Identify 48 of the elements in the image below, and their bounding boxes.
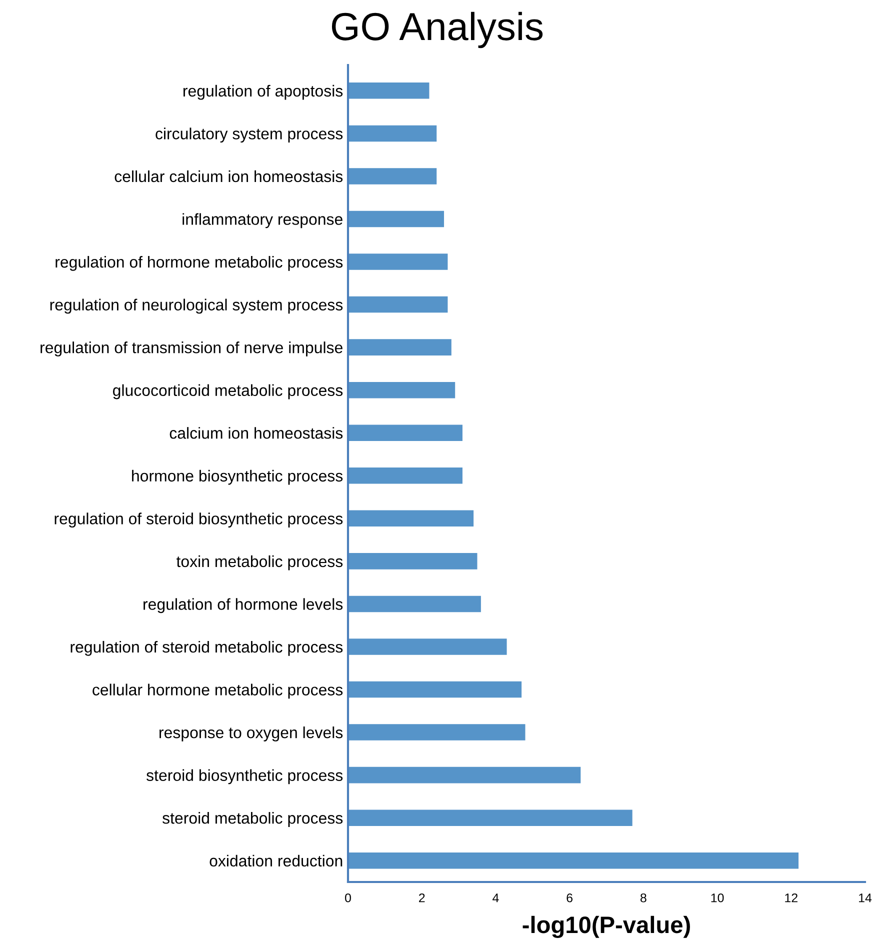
y-tick-label: regulation of hormone levels bbox=[144, 598, 343, 614]
x-tick-label: 12 bbox=[785, 893, 798, 902]
bar bbox=[348, 82, 430, 99]
bar bbox=[348, 382, 456, 398]
x-tick-label: 10 bbox=[711, 893, 724, 902]
y-tick-label: response to oxygen levels bbox=[160, 726, 343, 742]
y-tick-label: calcium ion homeostasis bbox=[170, 427, 343, 439]
bar bbox=[348, 339, 452, 356]
bar bbox=[348, 810, 632, 826]
y-tick-label: steroid biosynthetic process bbox=[146, 769, 343, 784]
bar bbox=[348, 596, 481, 612]
bar bbox=[348, 168, 437, 184]
bar bbox=[348, 510, 474, 527]
x-tick-label: 14 bbox=[859, 894, 872, 902]
y-tick-label: hormone biosynthetic process bbox=[132, 470, 343, 485]
bar bbox=[348, 766, 581, 784]
x-tick-label: 2 bbox=[419, 893, 425, 902]
bar bbox=[348, 125, 437, 142]
x-tick-label: 0 bbox=[345, 893, 351, 902]
bar bbox=[348, 724, 526, 740]
y-tick-label: toxin metabolic process bbox=[176, 555, 343, 570]
y-tick-label: regulation of apoptosis bbox=[183, 84, 343, 100]
bar bbox=[348, 254, 448, 270]
y-tick-label: regulation of transmission of nerve impulse bbox=[40, 342, 342, 356]
y-tick-label: steroid metabolic process bbox=[162, 812, 343, 827]
bar bbox=[348, 638, 507, 655]
bar bbox=[348, 852, 799, 869]
bar bbox=[348, 553, 478, 570]
y-tick-label: cellular hormone metabolic process bbox=[92, 684, 343, 699]
x-tick-label: 6 bbox=[566, 893, 572, 902]
y-tick-label: oxidation reduction bbox=[210, 854, 342, 867]
bar bbox=[348, 681, 522, 698]
y-tick-label: regulation of steroid metabolic process bbox=[70, 640, 343, 656]
y-tick-label: cellular calcium ion homeostasis bbox=[114, 170, 343, 182]
x-axis-title: -log10(P-value) bbox=[522, 916, 690, 938]
y-tick-label: glucocorticoid metabolic process bbox=[113, 384, 343, 400]
bar bbox=[348, 296, 448, 313]
bar bbox=[348, 424, 462, 441]
bar bbox=[348, 468, 462, 484]
y-tick-label: regulation of steroid biosynthetic process bbox=[54, 512, 343, 528]
y-tick-label: inflammatory response bbox=[182, 213, 342, 228]
x-tick-label: 4 bbox=[492, 894, 499, 902]
y-tick-label: regulation of hormone metabolic process bbox=[56, 256, 343, 271]
bar bbox=[348, 210, 444, 228]
chart-title: GO Analysis bbox=[332, 12, 543, 48]
y-tick-label: regulation of neurological system process bbox=[50, 298, 343, 314]
y-tick-label: circulatory system process bbox=[156, 128, 343, 143]
x-tick-label: 8 bbox=[640, 893, 646, 902]
